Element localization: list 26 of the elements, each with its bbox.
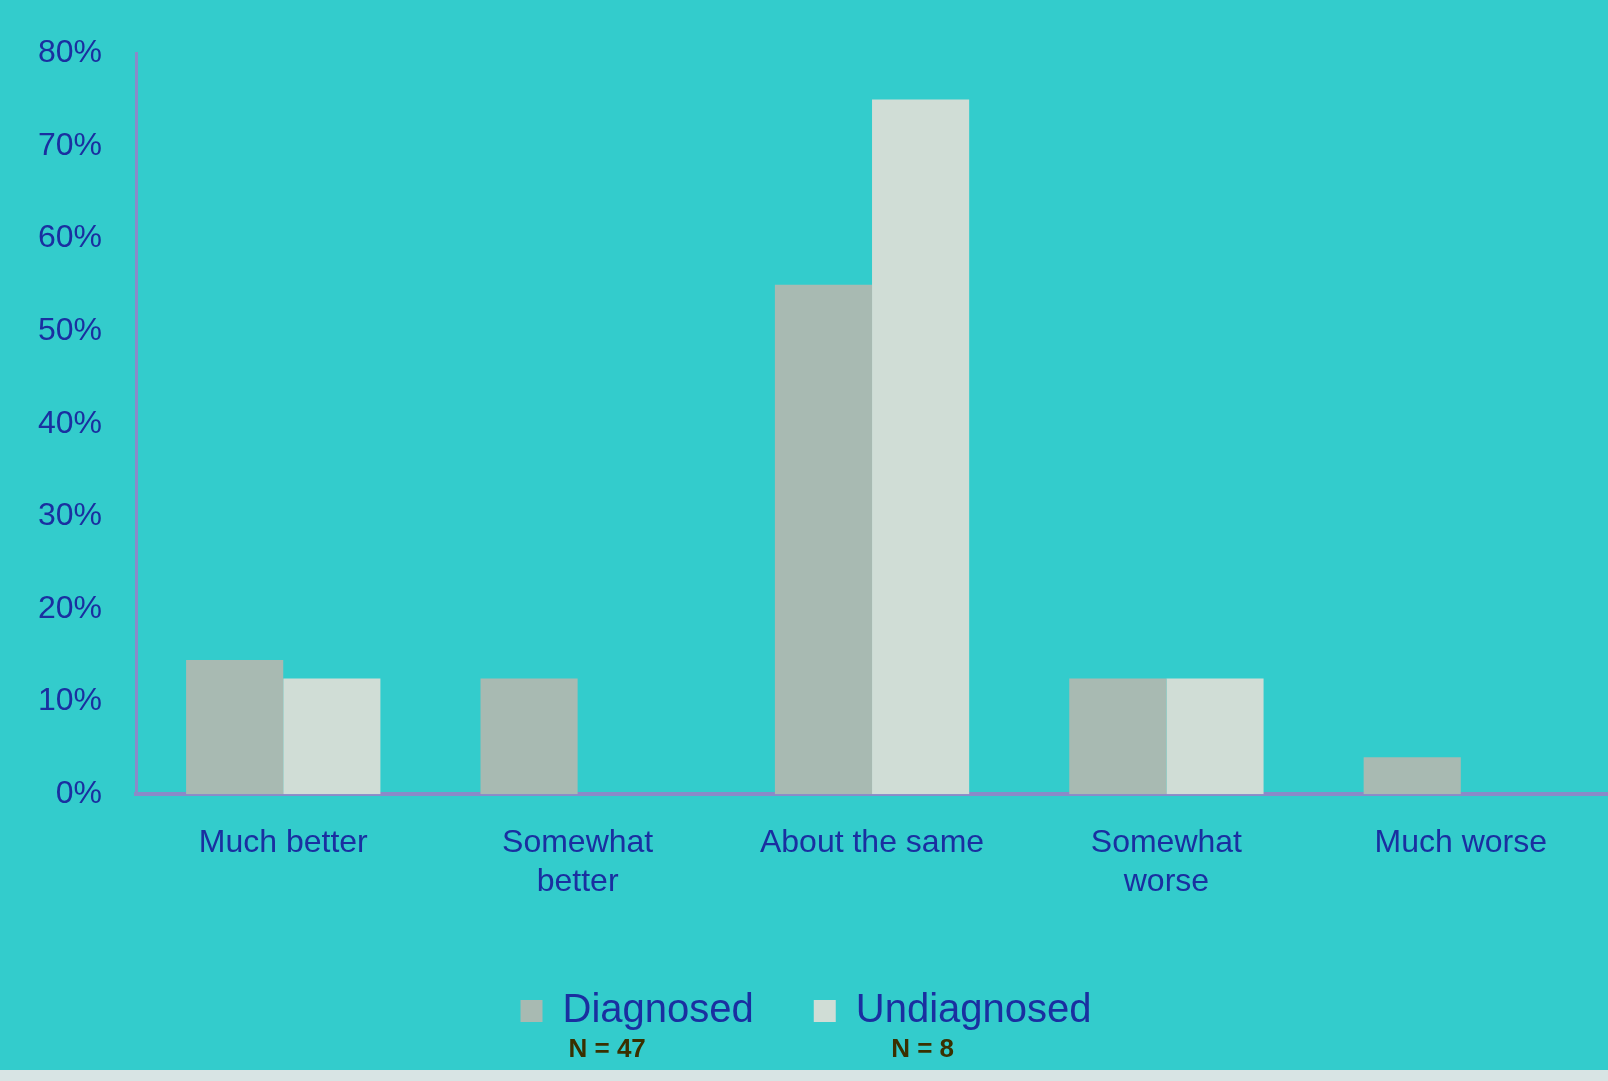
bar <box>1363 757 1461 795</box>
bar <box>186 659 284 795</box>
y-tick-label: 30% <box>38 496 103 533</box>
y-tick-label: 10% <box>38 681 103 718</box>
y-tick-label: 60% <box>38 218 103 255</box>
x-tick-label: Much better <box>198 823 369 860</box>
text: N = 8 <box>891 1033 955 1064</box>
bar <box>872 99 970 795</box>
y-tick-label: 70% <box>38 125 103 162</box>
bar <box>283 678 381 795</box>
text: N = 47 <box>568 1033 646 1064</box>
legend-label: Undiagnosed <box>855 986 1092 1031</box>
bar <box>1166 678 1264 795</box>
y-tick-label: 80% <box>38 33 103 70</box>
bar <box>774 284 873 795</box>
legend-label: Diagnosed <box>562 986 754 1031</box>
x-tick-label: Somewhat worse <box>1090 823 1243 898</box>
x-tick-label: Much worse <box>1374 823 1548 860</box>
bar <box>1069 678 1167 795</box>
bar <box>480 678 578 795</box>
x-tick-label: Somewhat better <box>502 823 654 898</box>
y-tick-label: 0% <box>55 774 103 811</box>
x-tick-label: About the same <box>759 823 985 860</box>
y-tick-label: 50% <box>38 310 103 347</box>
y-tick-label: 40% <box>38 403 103 440</box>
y-tick-label: 20% <box>38 588 103 625</box>
